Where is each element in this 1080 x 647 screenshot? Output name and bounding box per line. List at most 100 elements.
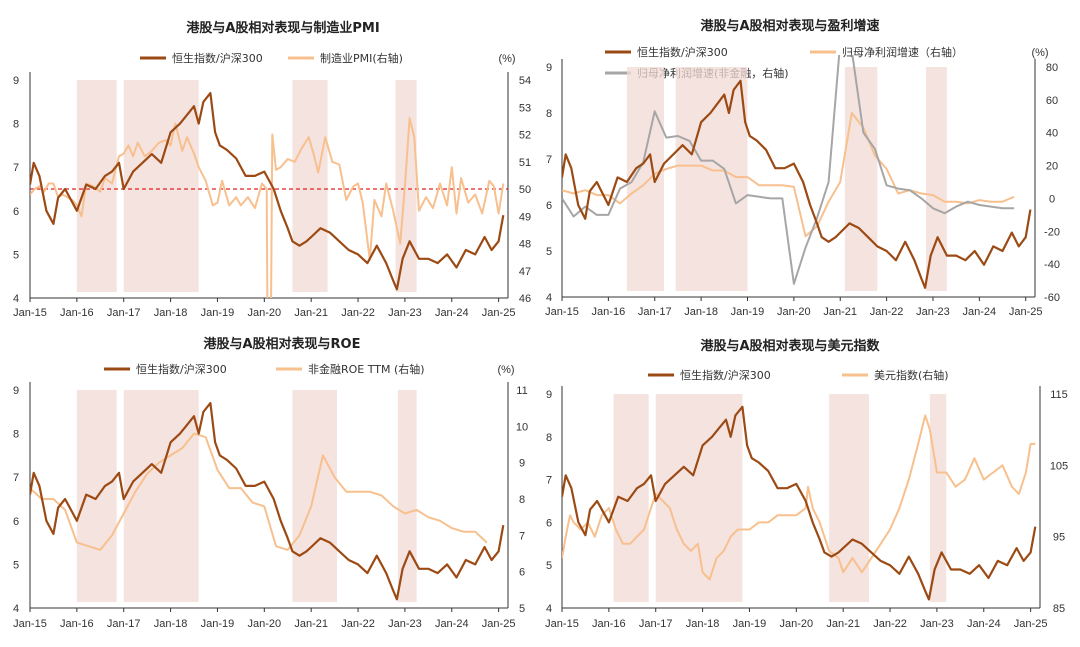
x-tick-label: Jan-20 bbox=[777, 306, 811, 318]
x-tick-label: Jan-20 bbox=[247, 307, 281, 319]
x-tick-label: Jan-24 bbox=[435, 307, 469, 319]
x-tick-label: Jan-20 bbox=[779, 618, 813, 630]
left-tick-label: 7 bbox=[13, 472, 19, 484]
series-line-hs-csi300-ratio bbox=[30, 402, 505, 601]
chart-panel-usd: 港股与A股相对表现与美元指数 恒生指数/沪深300 美元指数(右轴) 4 5 6 7 8… bbox=[545, 338, 1068, 630]
legend-label: 归母净利润增速（右轴） bbox=[842, 45, 963, 59]
left-tick-label: 9 bbox=[546, 62, 552, 74]
x-tick-label: Jan-23 bbox=[916, 306, 950, 318]
legend-label: 美元指数(右轴) bbox=[874, 368, 949, 382]
right-axis-unit: (%) bbox=[497, 364, 514, 376]
right-tick-label: 46 bbox=[519, 293, 531, 305]
series-line-secondary bbox=[30, 117, 505, 298]
shaded-period bbox=[655, 394, 743, 602]
left-tick-label: 9 bbox=[13, 385, 19, 397]
shaded-period bbox=[292, 80, 328, 292]
shaded-period bbox=[397, 390, 417, 602]
right-tick-label: 7 bbox=[519, 530, 525, 542]
x-tick-label: Jan-19 bbox=[733, 618, 767, 630]
left-tick-label: 4 bbox=[546, 603, 552, 615]
left-tick-label: 6 bbox=[13, 206, 19, 218]
chart-title: 港股与A股相对表现与盈利增速 bbox=[700, 18, 879, 34]
x-tick-label: Jan-21 bbox=[294, 618, 328, 630]
right-tick-label: 10 bbox=[516, 421, 528, 433]
right-tick-label: 9 bbox=[519, 458, 525, 470]
x-tick-label: Jan-23 bbox=[920, 618, 954, 630]
axes: 4 5 6 7 8 9 46 47 48 49 50 51 52 53 54 Jan-15 Jan-16 Jan-… bbox=[13, 72, 531, 319]
x-tick-label: Jan-17 bbox=[107, 307, 141, 319]
right-tick-label: -40 bbox=[1044, 259, 1060, 271]
x-tick-label: Jan-18 bbox=[154, 618, 188, 630]
left-tick-label: 6 bbox=[13, 516, 19, 528]
series-line-secondary bbox=[30, 432, 488, 551]
x-tick-label: Jan-15 bbox=[13, 307, 47, 319]
shaded-period bbox=[292, 390, 337, 602]
series-line-secondary bbox=[562, 414, 1036, 581]
x-tick-label: Jan-15 bbox=[545, 618, 579, 630]
left-tick-label: 5 bbox=[13, 249, 19, 261]
x-tick-label: Jan-20 bbox=[247, 618, 281, 630]
right-tick-label: 50 bbox=[519, 184, 531, 196]
x-tick-label: Jan-21 bbox=[294, 307, 328, 319]
x-tick-label: Jan-19 bbox=[731, 306, 765, 318]
x-tick-label: Jan-22 bbox=[873, 618, 907, 630]
chart-panel-pmi: 港股与A股相对表现与制造业PMI 恒生指数/沪深300 制造业PMI(右轴) (… bbox=[13, 20, 531, 319]
right-tick-label: 40 bbox=[1046, 128, 1058, 140]
chart-title: 港股与A股相对表现与制造业PMI bbox=[186, 20, 379, 36]
left-tick-label: 9 bbox=[546, 389, 552, 401]
right-tick-label: 8 bbox=[519, 494, 525, 506]
right-tick-label: 115 bbox=[1050, 389, 1068, 401]
right-tick-label: 48 bbox=[519, 239, 531, 251]
right-tick-label: 49 bbox=[519, 211, 531, 223]
axes: 4 5 6 7 8 9 5 6 7 8 9 10 11 Jan-15 Jan-16 Jan-17 Jan-18 J… bbox=[13, 382, 528, 630]
left-tick-label: 6 bbox=[546, 200, 552, 212]
shaded-period bbox=[675, 67, 748, 291]
x-tick-label: Jan-22 bbox=[341, 618, 375, 630]
left-tick-label: 4 bbox=[13, 603, 19, 615]
shaded-period bbox=[123, 80, 199, 292]
left-tick-label: 8 bbox=[546, 432, 552, 444]
left-tick-label: 8 bbox=[546, 108, 552, 120]
right-axis-unit: (%) bbox=[1031, 47, 1048, 59]
x-tick-label: Jan-18 bbox=[686, 618, 720, 630]
x-tick-label: Jan-25 bbox=[1009, 306, 1043, 318]
x-tick-label: Jan-15 bbox=[545, 306, 579, 318]
shaded-period bbox=[926, 67, 947, 291]
x-tick-label: Jan-24 bbox=[963, 306, 997, 318]
right-tick-label: 5 bbox=[519, 603, 525, 615]
chart-title: 港股与A股相对表现与ROE bbox=[203, 336, 360, 352]
right-tick-label: 11 bbox=[516, 385, 527, 397]
right-tick-label: 6 bbox=[519, 567, 525, 579]
x-tick-label: Jan-16 bbox=[60, 307, 94, 319]
right-tick-label: 0 bbox=[1049, 193, 1055, 205]
series-line-secondary bbox=[562, 112, 1015, 238]
x-tick-label: Jan-19 bbox=[201, 307, 235, 319]
right-tick-label: 47 bbox=[519, 266, 531, 278]
x-tick-label: Jan-24 bbox=[435, 618, 469, 630]
right-tick-label: 105 bbox=[1050, 460, 1068, 472]
axes: 4 5 6 7 8 9 85 95 105 115 Jan-15 Jan-16 Jan-17 Jan-18… bbox=[545, 386, 1068, 630]
series-group bbox=[30, 402, 505, 601]
chart-panel-roe: 港股与A股相对表现与ROE 恒生指数/沪深300 非金融ROE TTM (右轴)… bbox=[13, 336, 528, 630]
chart-panel-earnings: 港股与A股相对表现与盈利增速 恒生指数/沪深300 归母净利润增速（右轴） 归母… bbox=[545, 18, 1060, 318]
left-tick-label: 7 bbox=[546, 154, 552, 166]
legend-label: 非金融ROE TTM (右轴) bbox=[308, 362, 425, 376]
x-tick-label: Jan-23 bbox=[388, 618, 422, 630]
right-tick-label: 80 bbox=[1046, 62, 1058, 74]
x-tick-label: Jan-25 bbox=[482, 618, 516, 630]
x-tick-label: Jan-17 bbox=[639, 618, 673, 630]
x-tick-label: Jan-16 bbox=[60, 618, 94, 630]
right-tick-label: 20 bbox=[1046, 161, 1058, 173]
legend: 恒生指数/沪深300 非金融ROE TTM (右轴) bbox=[104, 362, 425, 376]
x-tick-label: Jan-25 bbox=[482, 307, 516, 319]
left-tick-label: 8 bbox=[13, 119, 19, 131]
right-tick-label: 54 bbox=[519, 75, 531, 87]
right-tick-label: 60 bbox=[1046, 95, 1058, 107]
legend: 恒生指数/沪深300 制造业PMI(右轴) bbox=[140, 51, 403, 65]
x-tick-label: Jan-21 bbox=[826, 618, 860, 630]
left-tick-label: 4 bbox=[546, 292, 552, 304]
x-tick-label: Jan-23 bbox=[388, 307, 422, 319]
x-tick-label: Jan-17 bbox=[638, 306, 672, 318]
left-tick-label: 5 bbox=[13, 559, 19, 571]
